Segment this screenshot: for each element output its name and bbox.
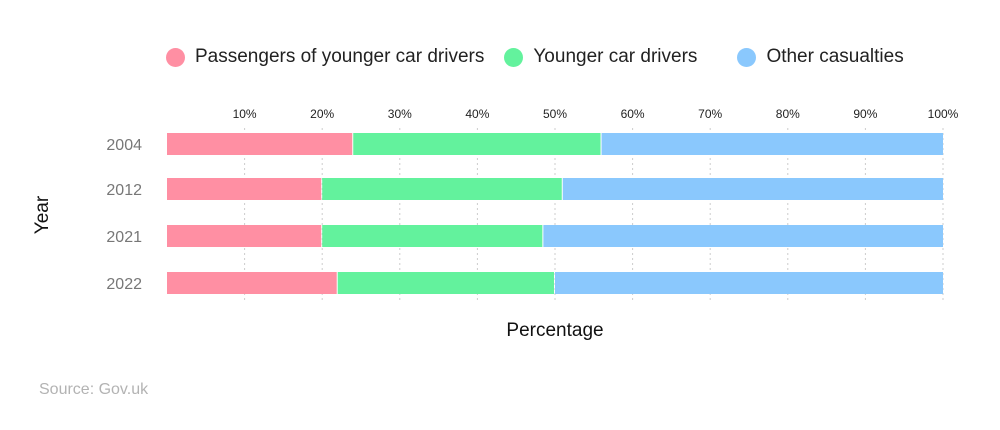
bar-segment bbox=[322, 225, 543, 247]
bar-segment bbox=[167, 178, 322, 200]
x-tick-label: 70% bbox=[698, 107, 722, 121]
x-axis-label: Percentage bbox=[506, 320, 603, 341]
x-tick-label: 50% bbox=[543, 107, 567, 121]
legend-label: Other casualties bbox=[766, 46, 904, 67]
legend-swatch bbox=[737, 47, 757, 67]
bar-segment bbox=[167, 272, 337, 294]
bar-segment bbox=[167, 225, 322, 247]
bar-segment bbox=[555, 272, 943, 294]
bar-segment bbox=[167, 133, 353, 155]
y-axis-label: Year bbox=[32, 195, 53, 234]
x-tick-label: 80% bbox=[776, 107, 800, 121]
legend-label: Younger car drivers bbox=[533, 46, 698, 67]
x-tick-label: 90% bbox=[853, 107, 877, 121]
legend-label: Passengers of younger car drivers bbox=[195, 46, 485, 67]
legend-item: Other casualties bbox=[737, 46, 904, 68]
bar-segment bbox=[322, 178, 562, 200]
source-note: Source: Gov.uk bbox=[39, 381, 149, 398]
bar-segment bbox=[353, 133, 601, 155]
legend: Passengers of younger car drivers Younge… bbox=[166, 46, 924, 68]
y-tick-label: 2022 bbox=[106, 276, 142, 293]
x-tick-label: 30% bbox=[388, 107, 412, 121]
bar-segment bbox=[562, 178, 943, 200]
x-tick-label: 100% bbox=[928, 107, 959, 121]
bar-segment bbox=[543, 225, 943, 247]
x-tick-label: 10% bbox=[233, 107, 257, 121]
y-tick-label: 2012 bbox=[106, 182, 142, 199]
x-tick-label: 40% bbox=[465, 107, 489, 121]
bar-segment bbox=[601, 133, 943, 155]
x-tick-label: 20% bbox=[310, 107, 334, 121]
bar-segment bbox=[337, 272, 554, 294]
legend-swatch bbox=[504, 47, 524, 67]
x-tick-label: 60% bbox=[621, 107, 645, 121]
legend-swatch bbox=[166, 47, 185, 67]
y-tick-label: 2004 bbox=[106, 137, 142, 154]
legend-item: Younger car drivers bbox=[504, 46, 697, 68]
legend-item: Passengers of younger car drivers bbox=[166, 46, 484, 68]
y-tick-label: 2021 bbox=[106, 229, 142, 246]
